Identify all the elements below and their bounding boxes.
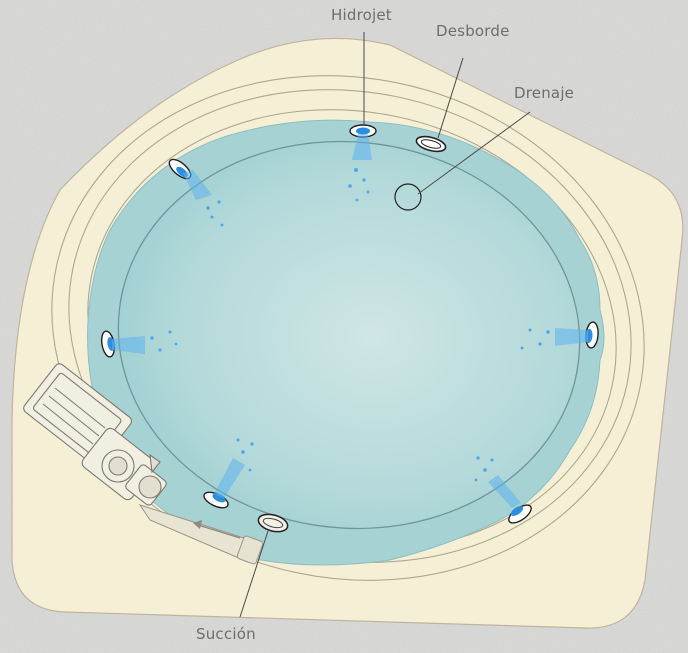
label-desborde: Desborde [436,22,510,40]
leader-lines [239,32,531,618]
label-succion: Succión [196,625,256,643]
hidrojet-icon [100,124,599,524]
drenaje-leader [417,111,531,195]
desborde-icon [415,135,447,153]
succion-icon [257,513,289,533]
succion-leader [239,530,269,618]
pump-icon [23,363,167,506]
flow-arrow [197,524,241,539]
suction-elbow [236,535,264,565]
drenaje-icon [394,183,422,211]
desborde-leader [437,57,464,139]
flow-arrowhead [193,520,202,529]
label-hidrojet: Hidrojet [331,6,392,24]
label-drenaje: Drenaje [514,84,575,102]
